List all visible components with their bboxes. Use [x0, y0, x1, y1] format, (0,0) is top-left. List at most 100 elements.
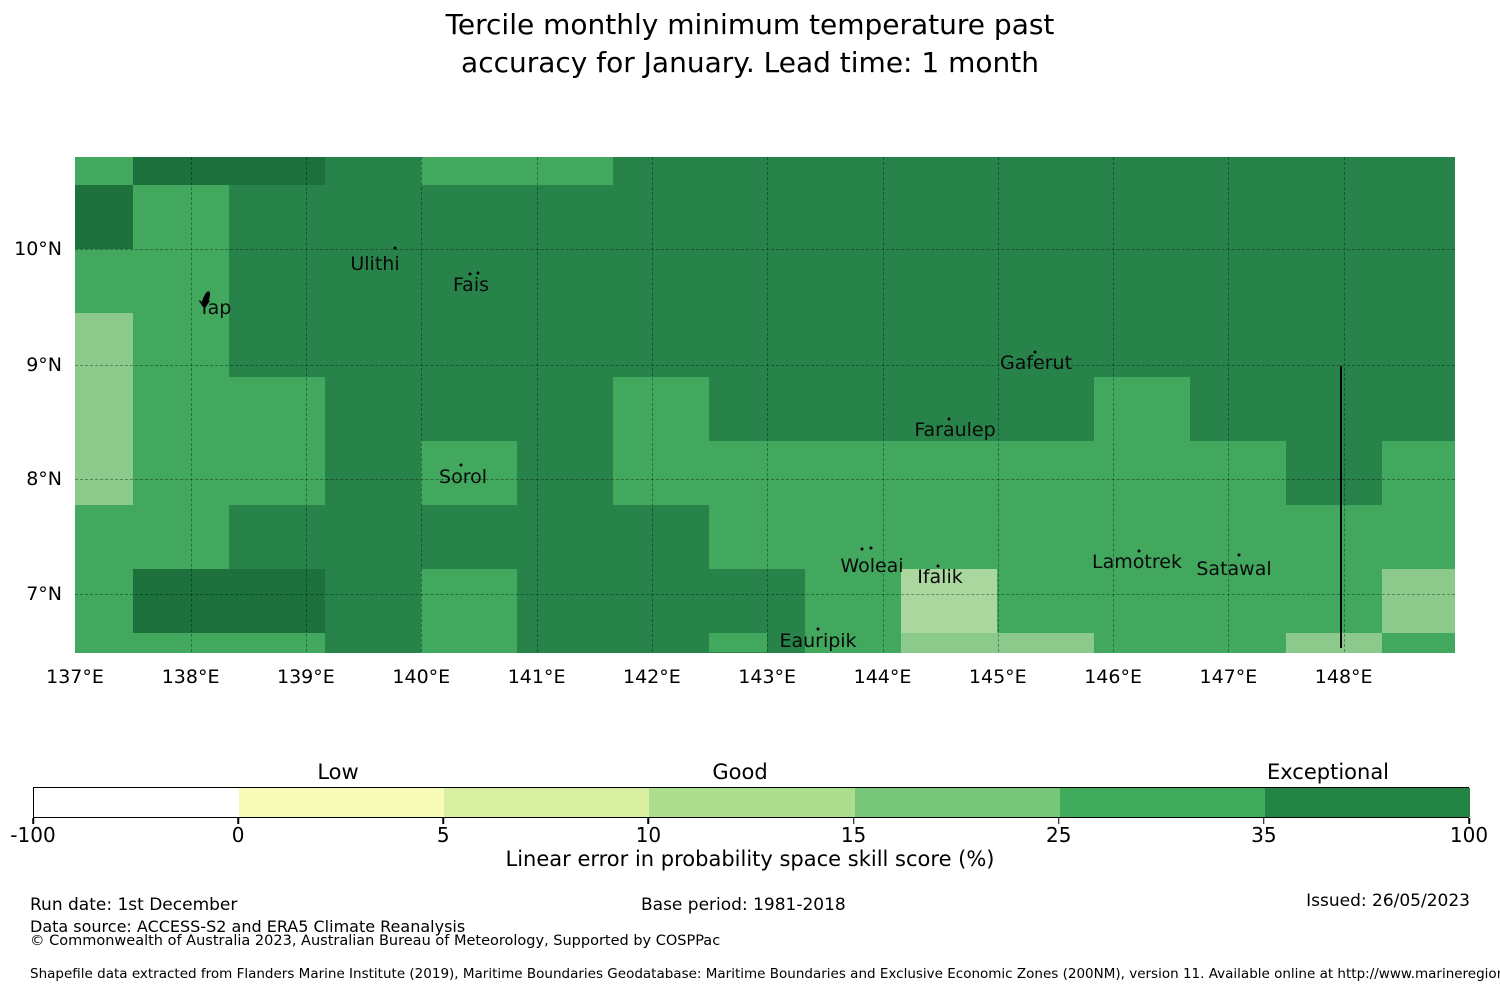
map-cell	[517, 441, 614, 506]
map-cell	[517, 569, 614, 634]
map-cell	[75, 633, 134, 653]
map-cell	[901, 377, 998, 442]
island-label: Ifalik	[917, 566, 963, 588]
map-cell	[228, 441, 326, 506]
map-cell	[1093, 505, 1191, 570]
map-cell	[613, 377, 710, 442]
island-marker-dot	[459, 463, 463, 467]
x-tick-label: 137°E	[46, 666, 104, 688]
map-cell	[1189, 633, 1287, 653]
colorbar-segment	[649, 788, 856, 817]
map-cell	[709, 441, 806, 506]
x-tick-label: 142°E	[623, 666, 681, 688]
run-date-text: Run date: 1st December	[30, 895, 238, 915]
map-cell	[1189, 441, 1287, 506]
map-cell	[709, 569, 806, 634]
map-cell	[613, 441, 710, 506]
map-cell	[805, 505, 902, 570]
map-cell	[132, 157, 230, 186]
map-cell	[324, 185, 422, 250]
map-cell	[805, 313, 902, 378]
map-cell	[1381, 377, 1456, 442]
colorbar-segment	[854, 788, 1061, 817]
map-cell	[613, 505, 710, 570]
map-cell	[997, 633, 1094, 653]
map-cell	[324, 569, 422, 634]
colorbar-segment	[239, 788, 445, 817]
map-cell	[901, 185, 998, 250]
map-cell	[1381, 633, 1456, 653]
map-cell	[228, 185, 326, 250]
gridline-meridian	[305, 157, 307, 652]
map-cell	[1189, 569, 1287, 634]
map-cell	[709, 313, 806, 378]
island-label: Faraulep	[914, 419, 996, 441]
map-cell	[1093, 313, 1191, 378]
map-cell	[421, 377, 518, 442]
map-cell	[1093, 185, 1191, 250]
x-tick-label: 140°E	[392, 666, 451, 688]
map-cell	[324, 157, 422, 186]
gridline-meridian	[997, 157, 999, 652]
colorbar-tick-label: 5	[436, 823, 450, 847]
map-cell	[517, 157, 614, 186]
map-cell	[324, 633, 422, 653]
colorbar-title: Linear error in probability space skill …	[505, 847, 995, 871]
map-cell	[1381, 505, 1456, 570]
map-cell	[901, 441, 998, 506]
island-marker-dot	[476, 271, 480, 275]
map-cell	[805, 633, 902, 653]
map-cell-patch	[709, 633, 768, 652]
map-cell	[421, 249, 518, 314]
map-cell	[709, 185, 806, 250]
colorbar-tick-label: 35	[1251, 823, 1277, 847]
island-marker-dot	[1137, 549, 1141, 553]
map-cell	[132, 569, 230, 634]
map-cell	[228, 313, 326, 378]
map-cell	[1381, 185, 1456, 250]
map-cell	[1285, 505, 1383, 570]
map-cell	[1381, 313, 1456, 378]
map-cell	[613, 185, 710, 250]
map-cell	[901, 633, 998, 653]
map-cell	[805, 441, 902, 506]
island-label: Eauripik	[779, 630, 857, 652]
gridline-meridian	[767, 157, 769, 652]
map-cell	[75, 505, 134, 570]
gridline-parallel	[75, 249, 1455, 250]
map-cell	[1381, 441, 1456, 506]
map-cell	[228, 377, 326, 442]
map-cell	[997, 377, 1094, 442]
map-cell	[1285, 377, 1383, 442]
map-cell	[1285, 569, 1383, 634]
map-cell	[517, 185, 614, 250]
island-label: Woleai	[840, 555, 904, 577]
colorbar-tick-label: 10	[635, 823, 662, 847]
y-tick-label: 7°N	[26, 583, 62, 605]
chart-title-line1: Tercile monthly minimum temperature past	[445, 8, 1055, 41]
map-cell	[709, 157, 806, 186]
colorbar-tick-label: 0	[231, 823, 245, 847]
map-cell	[132, 505, 230, 570]
island-marker-dot	[869, 546, 873, 550]
gridline-meridian	[1343, 157, 1345, 652]
map-cell	[421, 569, 518, 634]
chart-title-line2: accuracy for January. Lead time: 1 month	[461, 46, 1039, 79]
eez-boundary-line	[1340, 366, 1342, 648]
map-cell	[421, 185, 518, 250]
x-tick-label: 146°E	[1084, 666, 1142, 688]
map-cell	[132, 185, 230, 250]
colorbar-tick-label: 25	[1045, 823, 1072, 847]
x-tick-label: 141°E	[507, 666, 566, 688]
shapefile-attribution-text: Shapefile data extracted from Flanders M…	[30, 966, 1500, 982]
map-cell	[228, 505, 326, 570]
map-cell	[75, 569, 134, 634]
island-marker-dot	[816, 627, 820, 631]
map-cell	[132, 441, 230, 506]
map-cell	[1285, 633, 1383, 653]
map-cell	[228, 157, 326, 186]
gridline-meridian	[1228, 157, 1230, 652]
map-cell	[517, 633, 614, 653]
map-cell	[421, 313, 518, 378]
